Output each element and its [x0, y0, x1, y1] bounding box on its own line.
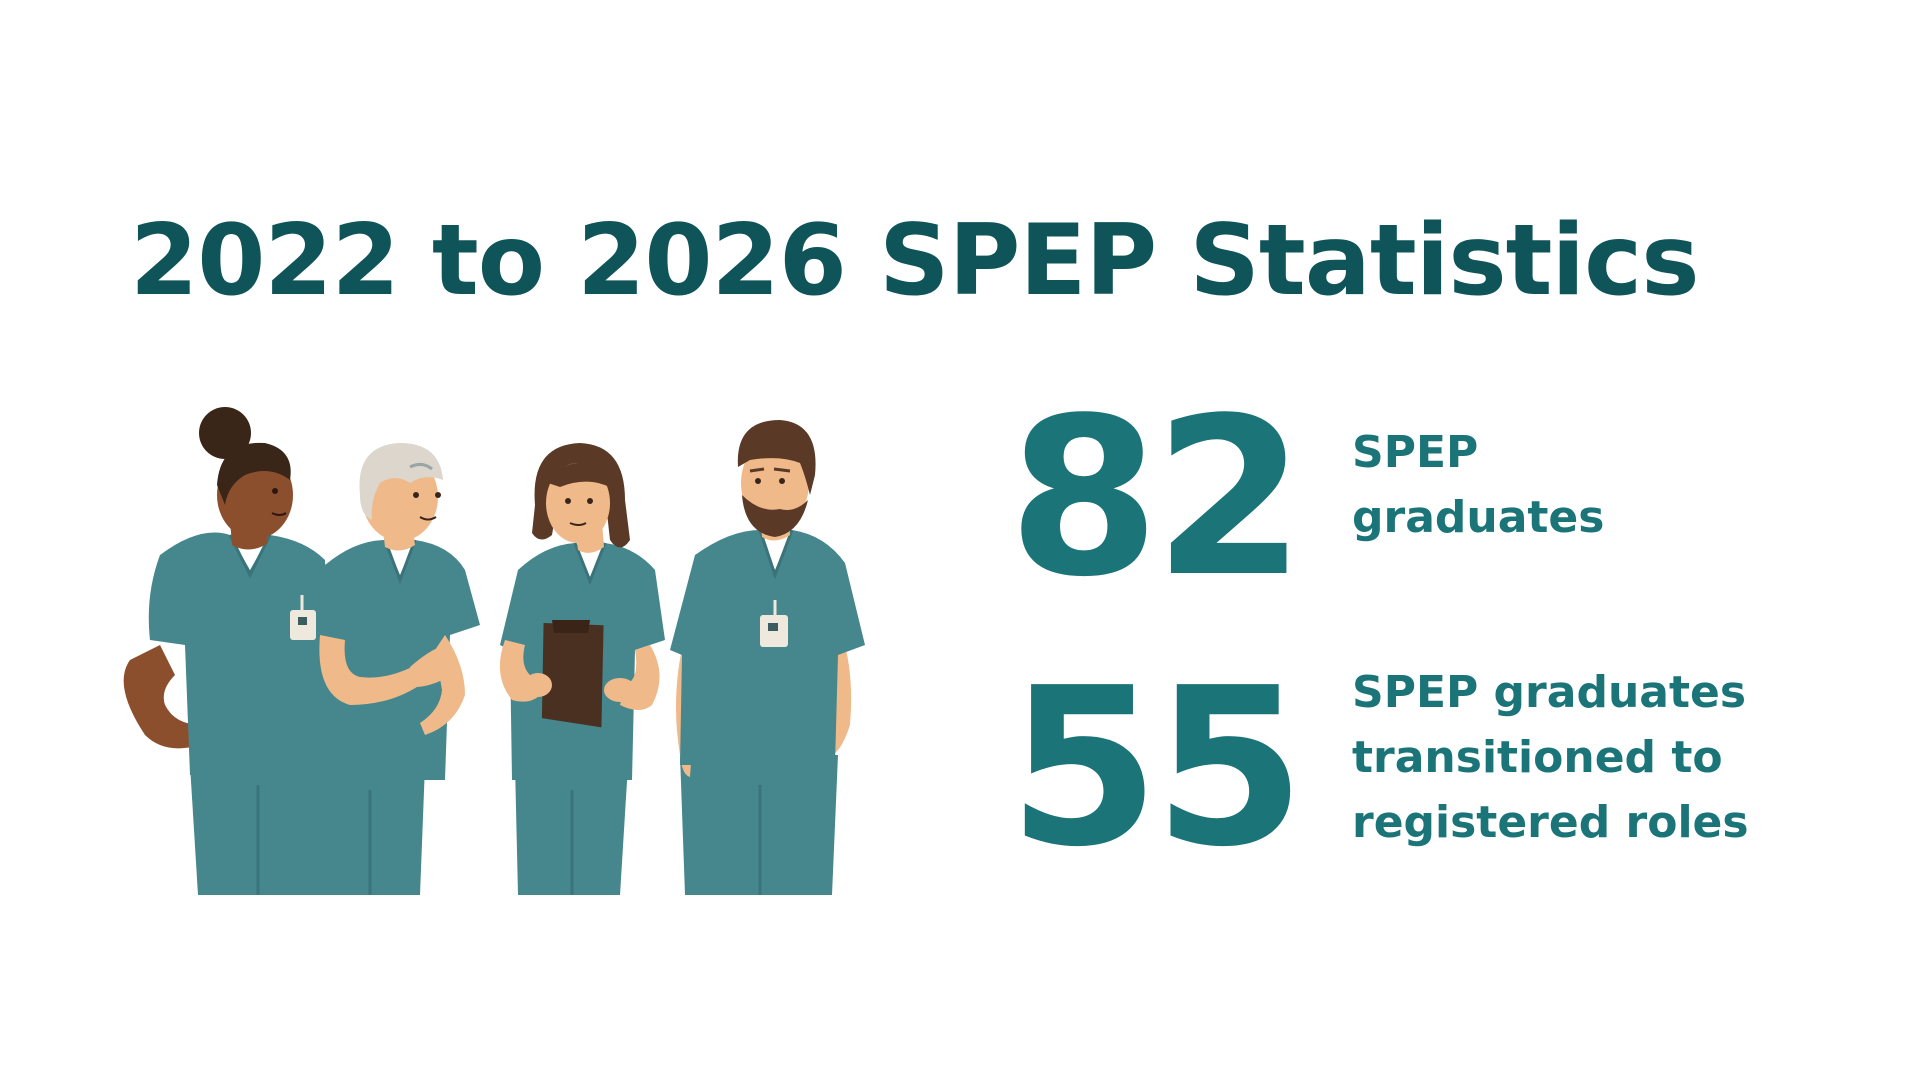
- stat-graduates-number: 82: [1008, 372, 1305, 625]
- page-title: 2022 to 2026 SPEP Statistics: [130, 204, 1700, 318]
- nurse-figure-2: [310, 443, 480, 895]
- nurse-figure-3: [499, 443, 665, 895]
- stat-graduates-label: SPEP graduates: [1352, 427, 1605, 543]
- nurse-figure-1: [123, 407, 335, 895]
- stat-transitioned-label: SPEP graduates transitioned to registere…: [1352, 667, 1749, 848]
- stat-transitioned-number: 55: [1008, 642, 1305, 895]
- healthcare-team-illustration: [120, 405, 890, 905]
- nurse-figure-4: [670, 420, 865, 895]
